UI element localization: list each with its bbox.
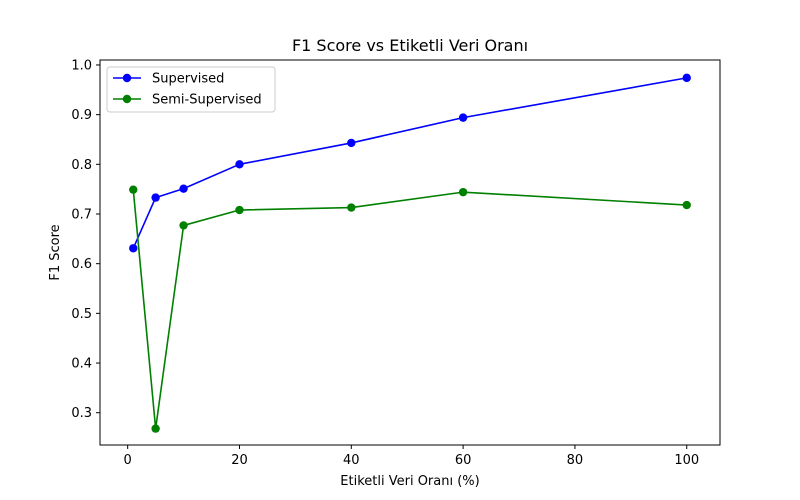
legend-frame <box>106 66 276 113</box>
x-tick-label: 0 <box>124 453 132 468</box>
plot-area <box>99 59 721 446</box>
data-point <box>151 193 160 202</box>
data-point <box>179 221 188 230</box>
data-point <box>458 187 468 197</box>
data-point <box>682 73 691 83</box>
y-tick-label: 0.6 <box>71 257 92 272</box>
data-point <box>347 203 356 212</box>
data-point <box>179 184 188 193</box>
y-axis-title: F1 Score <box>48 224 63 280</box>
x-tick-label: 60 <box>455 453 472 468</box>
x-axis-title: Etiketli Veri Oranı (%) <box>340 474 479 489</box>
data-point <box>151 424 160 433</box>
data-point <box>129 185 138 194</box>
series-layer <box>129 73 691 433</box>
y-axis: 0.3 0.4 0.5 0.6 0.7 0.8 0.9 1.0 <box>71 58 100 421</box>
series-1 <box>129 185 691 433</box>
legend-label: Semi-Supervised <box>152 93 262 108</box>
data-point <box>235 160 244 169</box>
x-tick-label: 40 <box>343 453 360 468</box>
series-0 <box>129 73 691 253</box>
y-tick-label: 0.3 <box>71 406 92 421</box>
x-tick-label: 80 <box>567 453 584 468</box>
data-point <box>129 244 138 253</box>
legend: Supervised Semi-Supervised <box>106 66 276 113</box>
data-point <box>347 138 356 148</box>
data-point <box>235 205 244 215</box>
y-tick-label: 0.9 <box>71 108 92 123</box>
x-tick-label: 20 <box>231 453 248 468</box>
y-tick-label: 0.8 <box>71 158 92 173</box>
chart-title: F1 Score vs Etiketli Veri Oranı <box>292 36 528 55</box>
y-tick-label: 0.5 <box>71 307 92 322</box>
plot-frame <box>99 59 721 446</box>
legend-marker <box>122 73 132 83</box>
x-tick-label: 100 <box>674 453 699 468</box>
y-tick-label: 0.4 <box>71 357 92 372</box>
legend-marker <box>122 94 132 104</box>
y-tick-label: 1.0 <box>71 58 92 73</box>
x-axis: 0 20 40 60 80 100 <box>124 445 699 468</box>
y-tick-label: 0.7 <box>71 208 92 223</box>
data-point <box>682 200 691 210</box>
data-point <box>458 113 468 122</box>
legend-label: Supervised <box>152 72 224 87</box>
